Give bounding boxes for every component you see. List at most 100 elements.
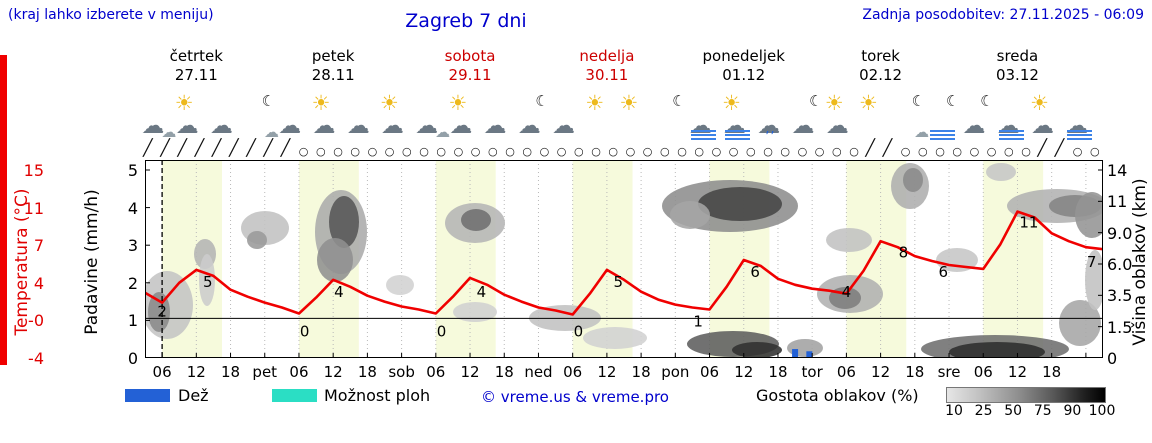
svg-text:0: 0 — [437, 322, 447, 340]
weather-icon: ☁ — [995, 96, 1029, 140]
sun-icon: ☀ — [174, 91, 194, 115]
x-tick: 12 — [871, 363, 891, 381]
last-updated: Zadnja posodobitev: 27.11.2025 - 06:09 — [862, 7, 1144, 23]
x-tick: 18 — [220, 363, 241, 381]
moon-icon: ☾ — [980, 92, 994, 110]
calm-wind-icon: ○ — [384, 145, 395, 158]
x-tick: 12 — [734, 363, 754, 381]
calm-wind-icon: ○ — [918, 145, 928, 158]
sun-icon: ☀ — [824, 91, 844, 115]
calm-wind-icon: ○ — [625, 145, 636, 158]
precip-tick: 4 — [127, 198, 138, 218]
svg-text:4: 4 — [334, 283, 344, 301]
sun-icon: ☀ — [858, 91, 878, 115]
calm-wind-icon: ○ — [350, 145, 360, 158]
weather-icon: ☀ — [858, 91, 892, 138]
cloud-icon: ☁ — [449, 113, 473, 139]
weather-icon: ☁ — [550, 96, 584, 138]
cloud-icon: ☁ — [312, 113, 336, 139]
calm-wind-icon: ○ — [470, 145, 481, 158]
wind-barb-icon: ╱ — [143, 138, 153, 157]
cloud-height-tick: 1.5 — [1107, 317, 1133, 337]
cloudsm-icon: ☁ — [161, 123, 177, 141]
temp-tick: -4 — [28, 349, 44, 368]
x-tick: ned — [524, 363, 553, 381]
cloud-height-tick: 11 — [1107, 192, 1128, 212]
svg-text:4: 4 — [842, 283, 852, 301]
weather-icon: ☾ ☁ — [961, 92, 995, 138]
cloud-icon: ☁ — [209, 113, 233, 139]
calm-wind-icon: ○ — [660, 145, 670, 158]
weather-icon: ☾ ☁ — [892, 94, 929, 140]
calm-wind-icon: ○ — [763, 145, 773, 158]
day-name: ponedeljek — [702, 47, 785, 65]
x-tick: 12 — [460, 363, 480, 381]
weather-icon: ☁’’ — [755, 96, 789, 145]
x-tick: 18 — [768, 363, 788, 381]
cloud-height-tick: 9.0 — [1107, 223, 1133, 243]
svg-text:11: 11 — [1019, 214, 1038, 232]
meteogram-plot: 2 5 0 4 0 4 0 5 1 6 4 8 6 11 7 — [145, 160, 1103, 358]
x-tick: 06 — [973, 363, 993, 381]
legend-showers-label: Možnost ploh — [324, 386, 431, 405]
wind-barb-icon: ╱ — [177, 138, 188, 157]
day-date: 01.12 — [722, 66, 766, 84]
x-tick: 06 — [563, 363, 583, 381]
cloud-density-label: Gostota oblakov (%) — [756, 386, 919, 405]
weather-icon: ☁ ☁ — [413, 96, 450, 140]
x-tick: 06 — [152, 363, 172, 381]
wind-barb-icon: ╱ — [229, 138, 239, 157]
x-tick: 18 — [631, 363, 651, 381]
legend-rain-label: Dež — [178, 386, 209, 405]
weather-icon: ☀ — [584, 93, 618, 138]
calm-wind-icon: ○ — [1004, 145, 1014, 158]
sun-icon: ☀ — [619, 91, 639, 115]
weather-icon: ☀ ☁ — [824, 91, 858, 138]
calm-wind-icon: ○ — [986, 145, 997, 158]
weather-icon: ☾ ☁ — [516, 94, 550, 138]
x-tick: sob — [388, 363, 415, 381]
weather-icon: ☁ — [345, 96, 379, 138]
calm-wind-icon: ○ — [574, 145, 584, 158]
calm-wind-icon: ○ — [935, 145, 945, 158]
calm-wind-icon: ○ — [608, 145, 618, 158]
temp-tick: 7 — [33, 236, 44, 256]
calm-wind-icon: ○ — [677, 145, 687, 158]
credit-link[interactable]: © vreme.us & vreme.pro — [481, 388, 669, 406]
day-date: 03.12 — [995, 66, 1039, 84]
svg-text:4: 4 — [477, 283, 487, 301]
weather-icon: ☾ ☁ — [242, 92, 279, 140]
calm-wind-icon: ○ — [1090, 145, 1100, 158]
precip-tick: 5 — [127, 161, 138, 180]
precip-axis-label: Padavine (mm/h) — [82, 189, 102, 335]
weather-icon: ☾ — [926, 94, 960, 140]
calm-wind-icon: ○ — [969, 145, 980, 158]
svg-text:0: 0 — [300, 322, 310, 340]
svg-text:5: 5 — [203, 273, 213, 291]
calm-wind-icon: ○ — [1021, 145, 1031, 158]
calm-wind-icon: ○ — [453, 145, 464, 158]
calm-wind-icon: ○ — [849, 145, 859, 158]
fog-icon — [998, 130, 1024, 140]
moon-icon: ☾ — [261, 92, 276, 110]
wind-barb-icon: ╱ — [1037, 138, 1048, 157]
x-tick: 12 — [1007, 363, 1027, 381]
x-tick: 12 — [597, 363, 617, 381]
sun-icon: ☀ — [379, 91, 399, 115]
weather-icon: ☀ ☁ — [379, 91, 413, 138]
moon-icon: ☾ — [809, 92, 823, 110]
svg-text:6: 6 — [750, 263, 760, 281]
temp-axis-label: Temperatura (°C) — [12, 188, 32, 336]
calm-wind-icon: ○ — [333, 145, 343, 158]
sun-icon: ☀ — [448, 91, 468, 115]
day-name: petek — [311, 47, 355, 65]
moon-icon: ☾ — [672, 92, 686, 110]
cloud-icon: ☁ — [791, 113, 815, 139]
calm-wind-icon: ○ — [505, 145, 515, 158]
fog-icon — [690, 130, 716, 140]
x-tick: 06 — [426, 363, 446, 381]
weather-icon: ☀ ☁ — [721, 93, 755, 140]
weather-icon: ☀ ☁ — [447, 91, 481, 139]
temp-tick: 4 — [33, 273, 44, 293]
day-date: 02.12 — [859, 66, 903, 84]
